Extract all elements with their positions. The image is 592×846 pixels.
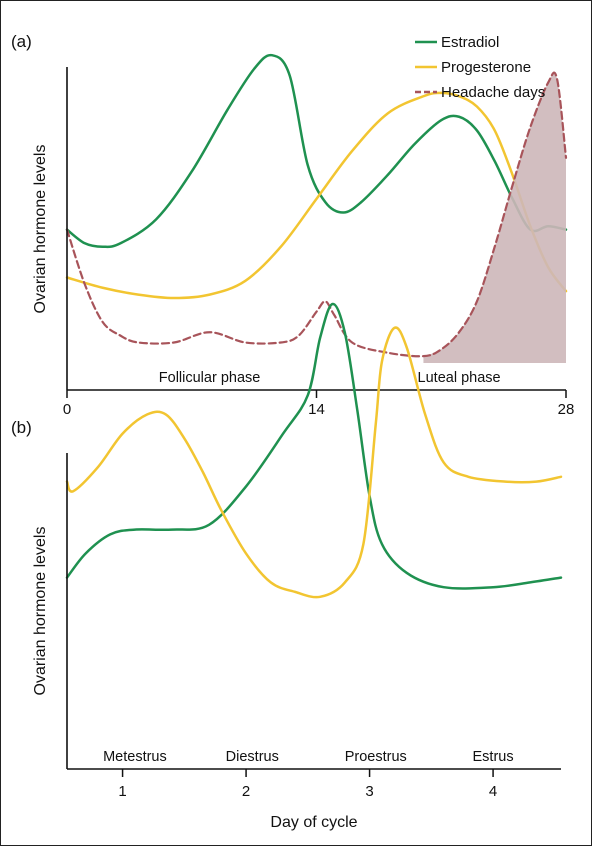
x-tick-label: 0 xyxy=(63,401,71,418)
legend-label: Estradiol xyxy=(441,34,499,51)
progesterone-line xyxy=(65,91,568,300)
x-axis-label: Day of cycle xyxy=(270,814,357,831)
phase-label: Luteal phase xyxy=(418,370,501,386)
phase-label: Estrus xyxy=(473,749,514,765)
phase-label: Proestrus xyxy=(345,749,407,765)
y-axis-label: Ovarian hormone levels xyxy=(32,527,49,696)
legend-label: Progesterone xyxy=(441,59,531,76)
x-tick-label: 3 xyxy=(365,783,373,800)
estradiol-line xyxy=(65,302,563,590)
legend-label: Headache days xyxy=(441,84,545,101)
x-tick-label: 4 xyxy=(489,783,497,800)
x-tick-label: 14 xyxy=(308,401,325,418)
panel-label: (b) xyxy=(11,418,32,437)
x-tick-label: 2 xyxy=(242,783,250,800)
phase-label: Diestrus xyxy=(226,749,279,765)
x-tick-label: 28 xyxy=(558,401,575,418)
y-axis-label: Ovarian hormone levels xyxy=(32,145,49,314)
progesterone-line xyxy=(65,326,563,599)
estradiol-line xyxy=(65,53,568,249)
x-tick-label: 1 xyxy=(118,783,126,800)
phase-label: Metestrus xyxy=(103,749,167,765)
phase-label: Follicular phase xyxy=(159,370,261,386)
headache-days-fill-area xyxy=(423,72,566,364)
headache-days-line xyxy=(65,71,568,358)
panel-label: (a) xyxy=(11,32,32,51)
